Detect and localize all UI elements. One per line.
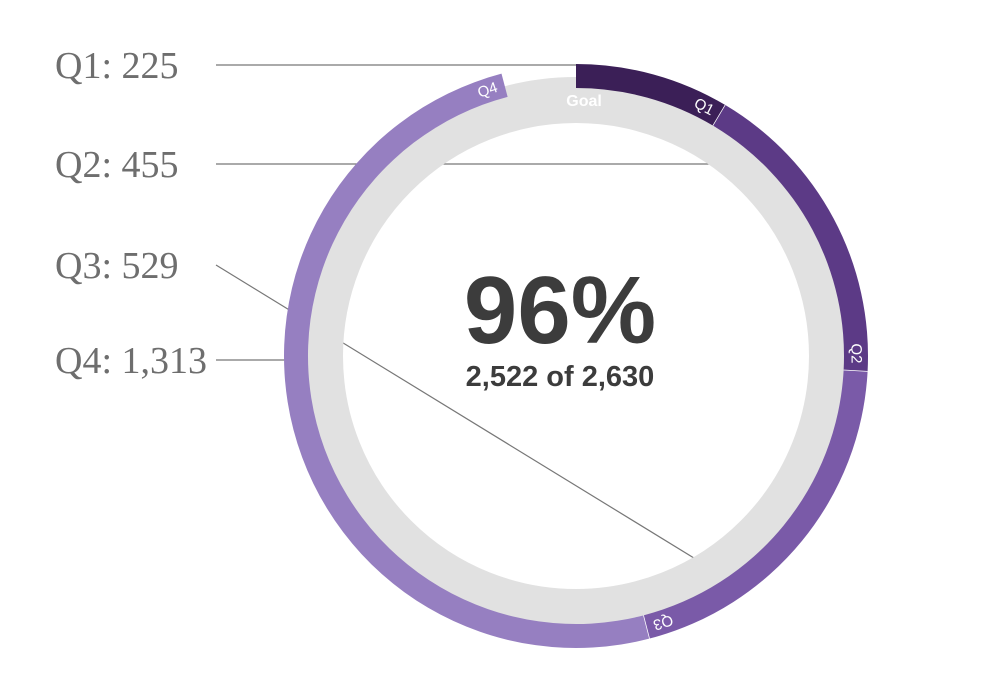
segment-q2 — [713, 105, 868, 372]
percent-complete: 96% — [464, 257, 656, 364]
quarter-segments — [284, 64, 868, 648]
segment-label-q3: Q3 — [651, 611, 675, 633]
goal-track-ring — [297, 77, 855, 635]
progress-summary: 2,522 of 2,630 — [466, 361, 655, 393]
goal-label: Goal — [566, 93, 602, 110]
segment-q1 — [576, 64, 726, 126]
value-label-q4: Q4: 1,313 — [55, 340, 207, 382]
value-label-q3: Q3: 529 — [55, 245, 179, 287]
segment-label-q4: Q4 — [476, 79, 500, 101]
value-label-q1: Q1: 225 — [55, 45, 179, 87]
segment-label-q2: Q2 — [847, 343, 864, 363]
value-label-q2: Q2: 455 — [55, 144, 179, 186]
quarter-value-labels: Q1: 225 Q2: 455 Q3: 529 Q4: 1,313 — [55, 45, 207, 382]
segment-q3 — [643, 370, 868, 639]
